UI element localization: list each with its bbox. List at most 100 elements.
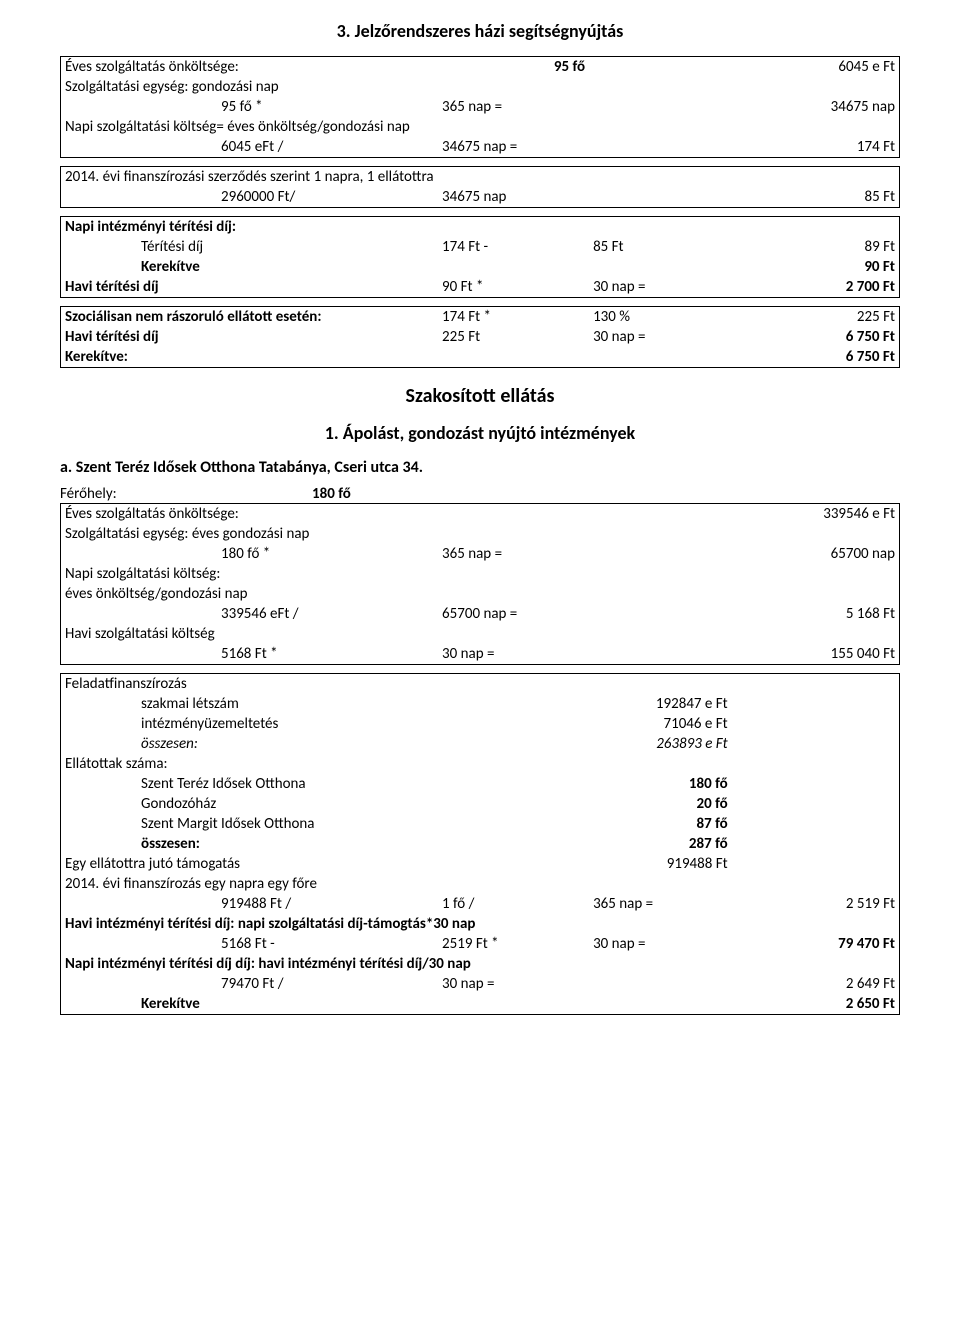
- cell: 919488 Ft: [589, 854, 732, 874]
- cell: Szent Teréz Idősek Otthona: [61, 774, 439, 794]
- cell: 339546 e Ft: [732, 504, 900, 525]
- cell: [589, 137, 732, 158]
- cell: összesen:: [61, 734, 439, 754]
- section3-title: 3. Jelzőrendszeres házi segítségnyújtás: [60, 20, 900, 42]
- cell: 30 nap =: [438, 974, 589, 994]
- cell: 5168 Ft *: [61, 644, 439, 665]
- cell: szakmai létszám: [61, 694, 439, 714]
- cell: Egy ellátottra jutó támogatás: [61, 854, 439, 874]
- cell: 95 fő: [438, 57, 589, 78]
- cell: 6045 eFt /: [61, 137, 439, 158]
- cell: 174 Ft -: [438, 237, 589, 257]
- cell: 180 fő: [589, 774, 732, 794]
- cell: 2014. évi finanszírozás egy napra egy fő…: [61, 874, 900, 894]
- s3-block4: Szociálisan nem rászoruló ellátott eseté…: [60, 306, 900, 368]
- section1-title: 1. Ápolást, gondozást nyújtó intézmények: [60, 422, 900, 444]
- cell: 30 nap =: [589, 327, 732, 347]
- cell: 6045 e Ft: [732, 57, 900, 78]
- cell: Térítési díj: [61, 237, 439, 257]
- cell: Napi intézményi térítési díj díj: havi i…: [61, 954, 900, 974]
- cell: 287 fő: [589, 834, 732, 854]
- cell: Szociálisan nem rászoruló ellátott eseté…: [61, 307, 439, 328]
- cap-value: 180 fő: [312, 485, 900, 503]
- cell: 34675 nap: [732, 97, 900, 117]
- cell: 65700 nap =: [438, 604, 589, 624]
- cell: Kerekítve:: [61, 347, 439, 368]
- s1-block2: Feladatfinanszírozás szakmai létszám 192…: [60, 673, 900, 1015]
- cell: 89 Ft: [732, 237, 900, 257]
- cell: 79 470 Ft: [732, 934, 900, 954]
- cell: 365 nap =: [438, 97, 589, 117]
- cell: Kerekítve: [61, 994, 439, 1015]
- cell: 365 nap =: [589, 894, 732, 914]
- cell: 20 fő: [589, 794, 732, 814]
- sub-a: a. Szent Teréz Idősek Otthona Tatabánya,…: [60, 458, 900, 477]
- cell: 85 Ft: [732, 187, 900, 208]
- cell: 65700 nap: [732, 544, 900, 564]
- cell: Napi szolgáltatási költség= éves önkölts…: [61, 117, 900, 137]
- cell: 130 %: [589, 307, 732, 328]
- cell: Havi térítési díj: [61, 327, 439, 347]
- cell: intézményüzemeltetés: [61, 714, 439, 734]
- cell: 6 750 Ft: [732, 347, 900, 368]
- cell: 192847 e Ft: [589, 694, 732, 714]
- cell: 919488 Ft /: [61, 894, 439, 914]
- s3-block1: Éves szolgáltatás önköltsége: 95 fő 6045…: [60, 56, 900, 158]
- cell: [589, 97, 732, 117]
- cell: Éves szolgáltatás önköltsége:: [61, 57, 439, 78]
- s1-block1: Éves szolgáltatás önköltsége: 339546 e F…: [60, 503, 900, 665]
- cell: Ellátottak száma:: [61, 754, 900, 774]
- cell: 5 168 Ft: [732, 604, 900, 624]
- cell: Szolgáltatási egység: éves gondozási nap: [61, 524, 900, 544]
- cell: 90 Ft *: [438, 277, 589, 298]
- cell: Feladatfinanszírozás: [61, 674, 900, 695]
- cell: Havi szolgáltatási költség: [61, 624, 900, 644]
- cell: 30 nap =: [589, 277, 732, 298]
- cell: 87 fő: [589, 814, 732, 834]
- cell: 263893 e Ft: [589, 734, 732, 754]
- cell: 85 Ft: [589, 237, 732, 257]
- cell: Gondozóház: [61, 794, 439, 814]
- cell: Kerekítve: [61, 257, 439, 277]
- cell: 225 Ft: [732, 307, 900, 328]
- cell: 2 649 Ft: [732, 974, 900, 994]
- cell: 365 nap =: [438, 544, 589, 564]
- cell: 95 fő *: [61, 97, 439, 117]
- cell: 30 nap =: [589, 934, 732, 954]
- cell: 174 Ft *: [438, 307, 589, 328]
- cell: 90 Ft: [732, 257, 900, 277]
- cell: 5168 Ft -: [61, 934, 439, 954]
- cell: 2519 Ft *: [438, 934, 589, 954]
- cell: 34675 nap: [438, 187, 589, 208]
- cell: Napi szolgáltatási költség:: [61, 564, 900, 584]
- cell: 174 Ft: [732, 137, 900, 158]
- cell: éves önköltség/gondozási nap: [61, 584, 900, 604]
- cap-label: Férőhely:: [60, 485, 312, 503]
- cell: Szent Margit Idősek Otthona: [61, 814, 439, 834]
- s3-block3: Napi intézményi térítési díj: Térítési d…: [60, 216, 900, 298]
- cell: Éves szolgáltatás önköltsége:: [61, 504, 439, 525]
- s3-block2: 2014. évi finanszírozási szerződés szeri…: [60, 166, 900, 208]
- cell: 6 750 Ft: [732, 327, 900, 347]
- cell: 225 Ft: [438, 327, 589, 347]
- cell: 34675 nap =: [438, 137, 589, 158]
- cell: 2 700 Ft: [732, 277, 900, 298]
- cell: 2960000 Ft/: [61, 187, 439, 208]
- cell: [589, 187, 732, 208]
- cell: Havi intézményi térítési díj: napi szolg…: [61, 914, 900, 934]
- cell: 30 nap =: [438, 644, 589, 665]
- cell: 2 519 Ft: [732, 894, 900, 914]
- cell: 71046 e Ft: [589, 714, 732, 734]
- cell: 155 040 Ft: [732, 644, 900, 665]
- cell: Havi térítési díj: [61, 277, 439, 298]
- cell: 339546 eFt /: [61, 604, 439, 624]
- cell: 1 fő /: [438, 894, 589, 914]
- cell: Szolgáltatási egység: gondozási nap: [61, 77, 900, 97]
- cell: 79470 Ft /: [61, 974, 439, 994]
- cell: [589, 57, 732, 78]
- cell: 180 fő *: [61, 544, 439, 564]
- cell: összesen:: [61, 834, 439, 854]
- cell: Napi intézményi térítési díj:: [61, 217, 900, 238]
- szak-title: Szakosított ellátás: [60, 384, 900, 408]
- cell: 2 650 Ft: [732, 994, 900, 1015]
